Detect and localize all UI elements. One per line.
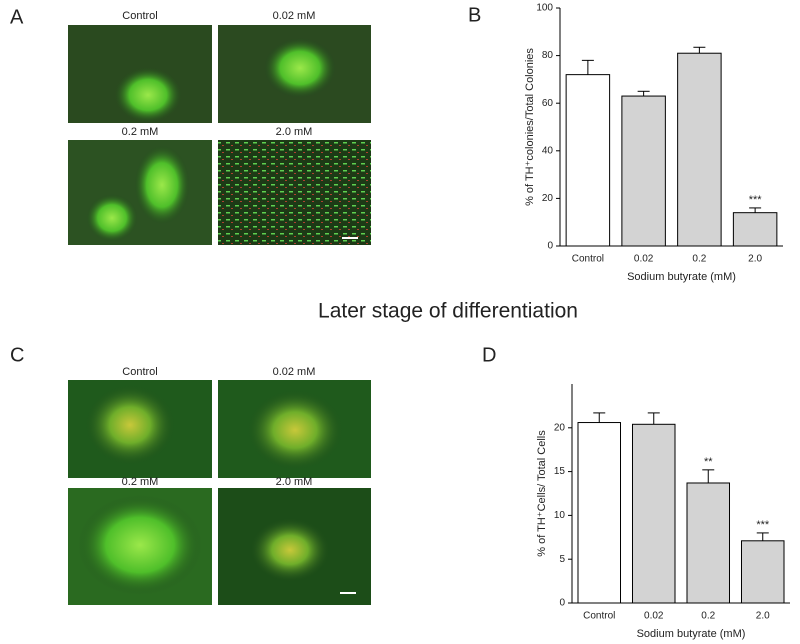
y-tick-label: 60 (542, 98, 554, 109)
significance-label: *** (756, 519, 770, 531)
image-label: 2.0 mM (276, 126, 313, 138)
x-tick-label: 0.2 (692, 254, 706, 265)
significance-label: ** (704, 456, 713, 468)
bar (677, 52, 722, 247)
bar (631, 423, 676, 604)
x-axis-label: Sodium butyrate (mM) (637, 628, 746, 640)
section-heading: Later stage of differentiation (318, 300, 578, 323)
bar (732, 212, 778, 247)
image-label: Control (122, 10, 157, 22)
y-axis-label: % of TH⁺Cells/ Total Cells (536, 430, 548, 557)
x-tick-label: 2.0 (756, 611, 770, 622)
panel-letter: B (468, 4, 481, 26)
x-tick-label: 2.0 (748, 254, 762, 265)
y-tick-label: 80 (542, 50, 554, 61)
y-tick-label: 100 (536, 3, 553, 14)
x-axis-label: Sodium butyrate (mM) (627, 271, 736, 283)
x-tick-label: Control (572, 254, 604, 265)
bar (565, 74, 611, 247)
x-tick-label: Control (583, 611, 615, 622)
y-tick-label: 0 (547, 241, 553, 252)
significance-label: *** (749, 194, 763, 206)
panel-letter: A (10, 6, 24, 28)
bar (577, 422, 622, 604)
image-label: 0.2 mM (122, 126, 159, 138)
image-label: Control (122, 366, 157, 378)
y-tick-label: 10 (554, 510, 566, 521)
x-tick-label: 0.02 (644, 611, 664, 622)
panel-c-images (68, 380, 371, 605)
y-tick-label: 20 (554, 422, 566, 433)
bar (740, 540, 785, 604)
bar (686, 482, 731, 604)
y-tick-label: 5 (559, 554, 565, 565)
x-tick-label: 0.2 (701, 611, 715, 622)
y-tick-label: 20 (542, 193, 554, 204)
y-tick-label: 15 (554, 466, 566, 477)
image-label: 0.2 mM (122, 476, 159, 488)
image-label: 2.0 mM (276, 476, 313, 488)
panel-letter: C (10, 344, 24, 366)
panel-letter: D (482, 344, 496, 366)
panel-a-images (68, 25, 371, 245)
x-tick-label: 0.02 (634, 254, 654, 265)
y-tick-label: 40 (542, 145, 554, 156)
image-label: 0.02 mM (273, 10, 316, 22)
y-axis-label: % of TH⁺colonies/Total Colonies (524, 48, 536, 206)
y-tick-label: 0 (559, 598, 565, 609)
bar (621, 95, 666, 247)
image-label: 0.02 mM (273, 366, 316, 378)
